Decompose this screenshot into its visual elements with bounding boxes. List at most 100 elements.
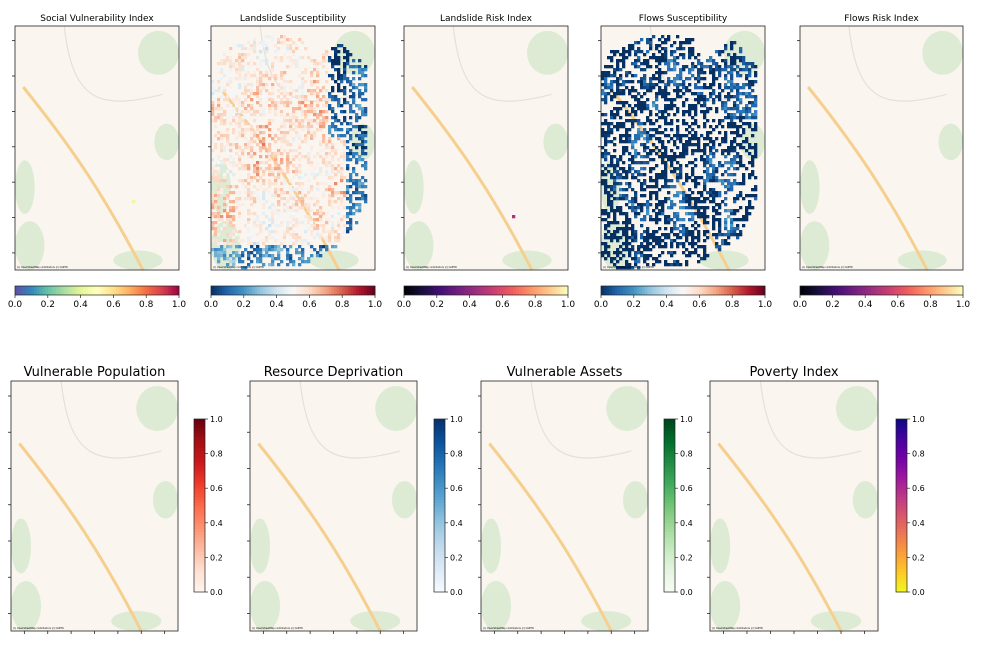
heatmap-cell [673,155,677,159]
heatmap-cell [223,56,227,60]
heatmap-cell [358,104,362,108]
heatmap-cell [286,185,290,189]
heatmap-cell [742,110,746,114]
colorbar-segment [434,476,445,480]
heatmap-cell [220,77,224,81]
colorbar-segment [151,286,155,295]
heatmap-cell [226,197,230,201]
heatmap-cell [355,134,359,138]
heatmap-cell [694,164,698,168]
heatmap-cell [604,80,608,84]
heatmap-cell [280,248,284,252]
heatmap-cell [352,95,356,99]
heatmap-cell [661,95,665,99]
colorbar-segment [488,286,492,295]
heatmap-cell [262,62,266,66]
heatmap-cell [307,113,311,117]
heatmap-cell [625,203,629,207]
heatmap-cell [718,179,722,183]
heatmap-cell [358,77,362,81]
colorbar-segment [243,286,247,295]
heatmap-cell [304,137,308,141]
colorbar-segment [664,571,675,576]
colorbar-segment [896,430,907,434]
heatmap-cell [283,89,287,93]
heatmap-cell [226,137,230,141]
heatmap-cell [250,176,254,180]
heatmap-cell [334,182,338,186]
heatmap-cell [610,176,614,180]
heatmap-cell [640,161,644,165]
heatmap-cell [349,176,353,180]
heatmap-cell [652,263,656,267]
heatmap-cell [337,101,341,105]
colorbar-segment [50,286,54,295]
heatmap-cell [673,50,677,54]
heatmap-cell [616,125,620,129]
heatmap-cell [283,242,287,246]
heatmap-cell [601,77,605,81]
colorbar-tick-label: 1.0 [172,300,187,310]
heatmap-cell [256,197,260,201]
heatmap-cell [280,212,284,216]
heatmap-cell [283,209,287,213]
heatmap-cell [664,98,668,102]
heatmap-cell [745,62,749,66]
heatmap-cell [232,257,236,261]
colorbar-segment [268,286,272,295]
heatmap-cell [706,134,710,138]
heatmap-cell [640,86,644,90]
colorbar-frame [895,418,908,593]
heatmap-cell [733,137,737,141]
heatmap-cell [265,245,269,249]
heatmap-cell [754,116,758,120]
heatmap-cell [682,227,686,231]
colorbar-segment [835,286,839,295]
heatmap-cell [697,149,701,153]
heatmap-cell [244,110,248,114]
heatmap-cell [691,122,695,126]
heatmap-cell [211,212,215,216]
heatmap-cell [691,212,695,216]
heatmap-cell [610,74,614,78]
heatmap-cell [655,119,659,123]
colorbar-segment [434,505,445,509]
heatmap-cell [271,248,275,252]
heatmap-cell [733,200,737,204]
heatmap-cell [313,107,317,111]
heatmap-cell [604,119,608,123]
heatmap-cell [745,149,749,153]
heatmap-cell [274,65,278,69]
heatmap-cell [292,197,296,201]
heatmap-cell [607,134,611,138]
heatmap-cell [670,239,674,243]
heatmap-cell [601,122,605,126]
heatmap-cell [268,248,272,252]
heatmap-cell [619,59,623,63]
heatmap-cell [706,173,710,177]
colorbar-segment [290,286,294,295]
colorbar-segment [732,286,736,295]
heatmap-cell [220,116,224,120]
heatmap-cell [283,38,287,42]
colorbar-segment [434,439,445,443]
heatmap-cell [625,242,629,246]
heatmap-cell [688,143,692,147]
heatmap-cell [214,146,218,150]
heatmap-cell [337,236,341,240]
heatmap-cell [280,113,284,117]
heatmap-cell [727,146,731,150]
colorbar-segment [58,286,62,295]
heatmap-cell [328,74,332,78]
heatmap-cell [232,110,236,114]
colorbar-segment [284,286,288,295]
heatmap-cell [286,38,290,42]
heatmap-cell [637,107,641,111]
colorbar-tick-label: 0.6 [891,300,906,310]
heatmap-cell [697,137,701,141]
heatmap-cell [271,83,275,87]
heatmap-cell [601,98,605,102]
heatmap-cell [730,125,734,129]
heatmap-cell [640,101,644,105]
heatmap-cell [739,119,743,123]
